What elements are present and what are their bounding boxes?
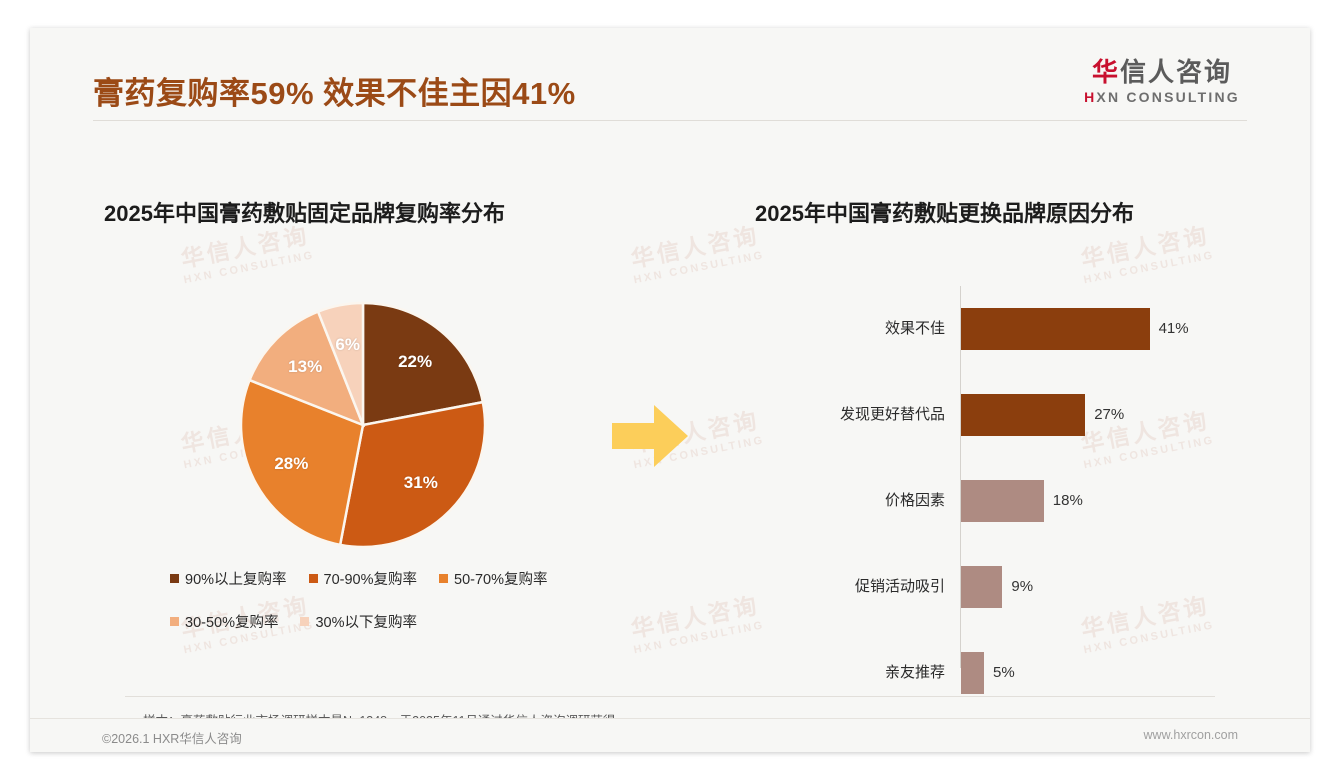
bar-row: 促销活动吸引 9% — [790, 566, 1260, 608]
bar-category-label: 价格因素 — [884, 492, 945, 509]
legend-swatch — [439, 574, 449, 583]
footer-divider — [125, 696, 1215, 697]
legend-swatch — [170, 617, 179, 626]
legend-label: 30-50%复购率 — [185, 615, 279, 631]
bar-row: 价格因素 18% — [790, 480, 1260, 522]
slide: 华信人咨询 HXN CONSULTING 华信人咨询 HXN CONSULTING 华信… — [30, 28, 1310, 752]
bar-value-label: 9% — [1011, 578, 1034, 595]
legend-label: 70-90%复购率 — [323, 572, 418, 588]
logo-en-accent: H — [1084, 88, 1097, 105]
logo-en-rest: XN CONSULTING — [1096, 88, 1240, 105]
legend-item[interactable]: 30%以下复购率 — [300, 611, 417, 632]
legend-swatch — [308, 574, 318, 583]
bar-row: 发现更好替代品 27% — [790, 394, 1260, 436]
legend-item[interactable]: 70-90%复购率 — [308, 568, 418, 589]
repurchase-rate-pie-chart: 22% 31% 28% 13% 6% — [238, 300, 488, 550]
bar-row: 亲友推荐 5% — [790, 652, 1260, 694]
legend-item[interactable]: 30-50%复购率 — [170, 611, 278, 632]
pie-slice — [239, 378, 365, 547]
legend-row: 30-50%复购率 30%以下复购率 — [170, 611, 600, 632]
bar-fill — [961, 652, 984, 694]
slide-header: 膏药复购率59% 效果不佳主因41% 华信人咨询 HXN CONSULTING — [30, 28, 1310, 121]
bar-track: 18% — [961, 480, 1260, 522]
pie-slice-label: 22% — [398, 352, 433, 372]
switch-reason-bar-chart: 效果不佳 41% 发现更好替代品 27% 价格因素 18% 促销活动吸引 9% 亲友推荐 5% — [790, 286, 1260, 694]
pie-slice — [361, 301, 485, 427]
right-chart-title: 2025年中国膏药敷贴更换品牌原因分布 — [755, 201, 1134, 226]
logo-cn-accent: 华 — [1091, 57, 1120, 87]
logo-english-text: HXN CONSULTING — [1072, 89, 1252, 105]
pie-slice — [247, 309, 366, 428]
right-arrow-icon — [610, 403, 690, 469]
pie-slice — [316, 301, 365, 426]
legend-row: 90%以上复购率 70-90%复购率 50-70%复购率 — [170, 568, 600, 589]
logo-chinese-text: 华信人咨询 — [1072, 58, 1252, 87]
page-title: 膏药复购率59% 效果不佳主因41% — [93, 76, 576, 111]
legend-label: 30%以下复购率 — [315, 615, 418, 631]
company-logo: 华信人咨询 HXN CONSULTING — [1072, 58, 1252, 105]
bar-track: 27% — [961, 394, 1260, 436]
bar-category-label: 促销活动吸引 — [854, 578, 945, 595]
bar-fill — [961, 566, 1003, 608]
bar-fill — [961, 394, 1086, 436]
bar-track: 5% — [961, 652, 1260, 694]
left-chart-title: 2025年中国膏药敷贴固定品牌复购率分布 — [104, 201, 505, 226]
bar-fill — [961, 308, 1150, 350]
bar-track: 41% — [961, 308, 1260, 350]
pie-slice-label: 13% — [288, 357, 323, 377]
bar-value-label: 27% — [1094, 406, 1125, 423]
pie-svg — [239, 301, 487, 549]
right-arrow-svg — [612, 405, 688, 467]
logo-cn-rest: 信人咨询 — [1120, 57, 1233, 87]
legend-swatch — [170, 574, 179, 583]
bar-row: 效果不佳 41% — [790, 308, 1260, 350]
pie-slice-label: 6% — [335, 334, 360, 354]
bar-fill — [961, 480, 1044, 522]
bar-category-label: 发现更好替代品 — [839, 406, 945, 423]
legend-label: 90%以上复购率 — [185, 572, 287, 588]
bar-value-label: 41% — [1158, 320, 1189, 337]
legend-item[interactable]: 50-70%复购率 — [439, 568, 548, 589]
bar-value-label: 5% — [993, 664, 1015, 681]
bar-chart-axis — [960, 286, 961, 668]
pie-legend: 90%以上复购率 70-90%复购率 50-70%复购率 30-50%复购率 30%以下… — [170, 568, 600, 654]
legend-swatch — [300, 617, 310, 626]
pie-slice-label: 28% — [274, 454, 309, 474]
header-divider — [93, 120, 1247, 121]
legend-label: 50-70%复购率 — [454, 572, 548, 588]
website-url[interactable]: www.hxrcon.com — [1143, 728, 1238, 742]
bar-category-label: 亲友推荐 — [884, 664, 945, 681]
pie-slice — [338, 400, 487, 549]
bottom-bar: ©2026.1 HXR华信人咨询 www.hxrcon.com — [30, 718, 1310, 752]
bar-value-label: 18% — [1052, 492, 1083, 509]
copyright-text: ©2026.1 HXR华信人咨询 — [102, 732, 242, 746]
pie-slice-label: 31% — [403, 472, 438, 492]
legend-item[interactable]: 90%以上复购率 — [170, 568, 287, 589]
bar-category-label: 效果不佳 — [884, 320, 945, 337]
bar-track: 9% — [961, 566, 1260, 608]
